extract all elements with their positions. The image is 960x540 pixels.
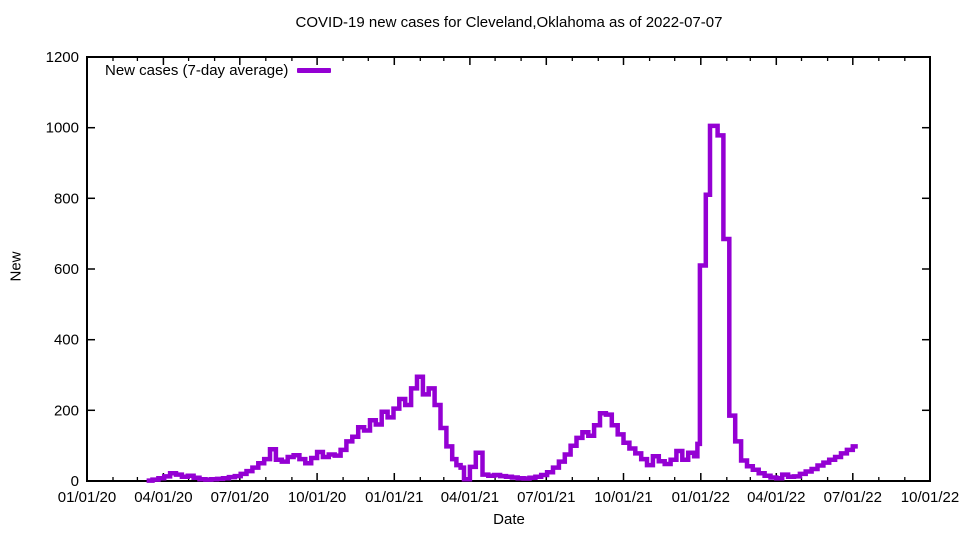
x-tick-label: 01/01/22 <box>672 489 730 506</box>
x-tick-label: 10/01/22 <box>901 489 959 506</box>
x-tick-label: 10/01/21 <box>594 489 652 506</box>
y-tick-label: 400 <box>54 332 79 349</box>
x-axis-label: Date <box>493 511 525 528</box>
x-tick-label: 07/01/20 <box>211 489 269 506</box>
legend-label: New cases (7-day average) <box>105 62 289 79</box>
y-tick-label: 1200 <box>46 49 79 66</box>
legend: New cases (7-day average) <box>105 62 332 79</box>
x-tick-label: 10/01/20 <box>288 489 346 506</box>
y-axis-label: New <box>7 251 25 282</box>
y-tick-label: 1000 <box>46 120 79 137</box>
y-tick-label: 0 <box>71 473 79 490</box>
x-tick-label: 04/01/21 <box>441 489 499 506</box>
chart-title: COVID-19 new cases for Cleveland,Oklahom… <box>295 14 723 31</box>
y-tick-label: 200 <box>54 402 79 419</box>
x-tick-label: 07/01/21 <box>517 489 575 506</box>
legend-line-sample-icon <box>297 68 332 73</box>
x-tick-label: 07/01/22 <box>824 489 882 506</box>
y-tick-label: 800 <box>54 190 79 207</box>
x-tick-label: 01/01/21 <box>365 489 423 506</box>
x-tick-label: 01/01/20 <box>58 489 116 506</box>
x-tick-label: 04/01/20 <box>134 489 192 506</box>
series-path <box>146 123 858 483</box>
x-tick-label: 04/01/22 <box>747 489 805 506</box>
y-tick-label: 600 <box>54 261 79 278</box>
plot-border <box>86 56 931 482</box>
